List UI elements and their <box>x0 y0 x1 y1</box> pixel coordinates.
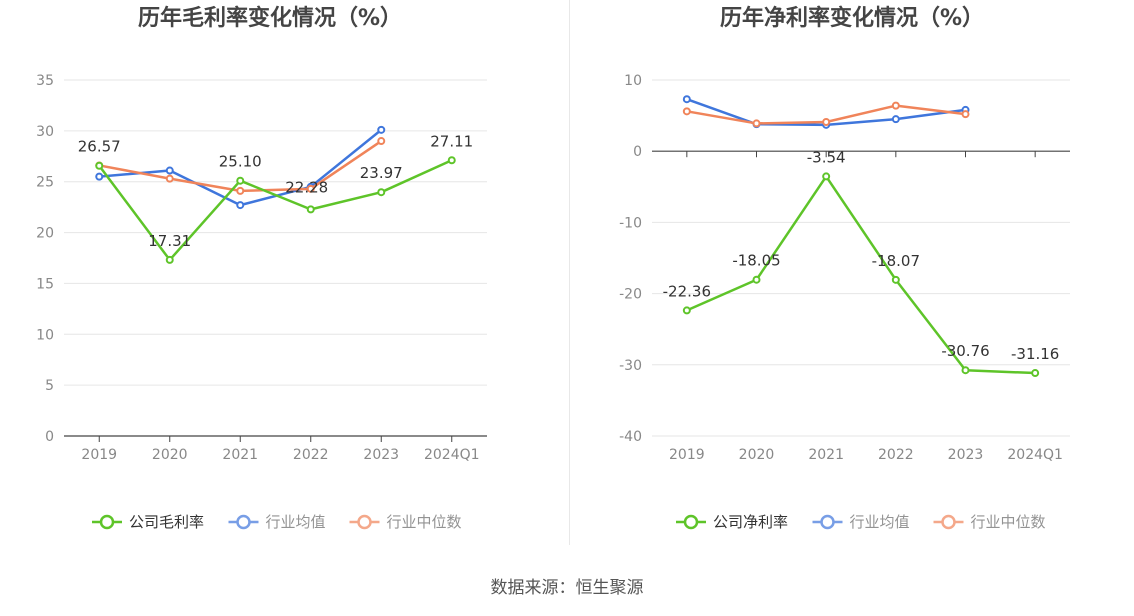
data-label: -22.36 <box>663 282 711 300</box>
data-label: -18.07 <box>872 252 920 270</box>
y-tick-label: -30 <box>619 358 642 374</box>
x-tick-label: 2020 <box>739 447 775 463</box>
y-tick-label: 35 <box>36 73 54 89</box>
data-label: 26.57 <box>78 138 121 156</box>
y-tick-label: -10 <box>619 215 642 231</box>
data-point <box>682 306 691 315</box>
y-tick-label: 10 <box>624 73 642 89</box>
x-tick-label: 2023 <box>948 447 984 463</box>
y-tick-label: 5 <box>45 378 54 394</box>
legend: 公司净利率 行业均值 行业中位数 <box>676 513 1046 531</box>
legend-item: 公司净利率 <box>676 513 788 531</box>
y-tick-label: 10 <box>36 327 54 343</box>
source-note: 数据来源：恒生聚源 <box>490 578 644 598</box>
data-point <box>165 255 174 264</box>
chart-panel-1: 历年毛利率变化情况（%） 0 5 10 15 20 25 30 35 2019 2020 2021 20… <box>36 5 487 531</box>
y-tick-label: 15 <box>36 276 54 292</box>
y-tick-label: 0 <box>45 429 54 445</box>
x-tick-label: 2020 <box>152 447 188 463</box>
data-label: 27.11 <box>430 132 473 150</box>
data-point <box>682 95 691 104</box>
y-tick-label: 0 <box>633 144 642 160</box>
legend-swatch-marker <box>683 514 699 530</box>
data-point <box>377 125 386 134</box>
x-tick-label: 2021 <box>808 447 844 463</box>
data-label: -30.76 <box>941 342 989 360</box>
legend-label: 公司毛利率 <box>129 513 204 531</box>
legend-item: 行业均值 <box>812 513 910 531</box>
data-label: 17.31 <box>148 232 191 250</box>
data-label: -18.05 <box>732 252 780 270</box>
data-point <box>752 119 761 128</box>
legend-label: 行业均值 <box>850 513 910 531</box>
legend-label: 公司净利率 <box>713 513 788 531</box>
x-tick-label: 2019 <box>669 447 705 463</box>
x-tick-label: 2022 <box>293 447 329 463</box>
data-label: 25.10 <box>219 153 262 171</box>
data-point <box>306 184 315 193</box>
data-point <box>961 366 970 375</box>
data-label: -3.54 <box>807 148 846 166</box>
data-label: 22.28 <box>285 178 328 196</box>
legend-item: 公司毛利率 <box>92 513 204 531</box>
y-tick-label: 20 <box>36 226 54 242</box>
data-label: 23.97 <box>360 164 403 182</box>
data-point <box>1031 369 1040 378</box>
legend: 公司毛利率 行业均值 行业中位数 <box>92 513 462 531</box>
legend-label: 行业中位数 <box>971 513 1046 531</box>
x-tick-label: 2021 <box>222 447 258 463</box>
legend-swatch-marker <box>99 514 115 530</box>
x-tick-label: 2022 <box>878 447 914 463</box>
y-tick-label: 30 <box>36 124 54 140</box>
data-point <box>377 188 386 197</box>
data-point <box>961 110 970 119</box>
data-point <box>165 166 174 175</box>
y-tick-label: -20 <box>619 287 642 303</box>
data-point <box>752 275 761 284</box>
legend-swatch-marker <box>820 514 835 530</box>
panel-divider <box>569 0 570 545</box>
data-point <box>891 275 900 284</box>
data-point <box>682 107 691 116</box>
legend-swatch-marker <box>941 514 956 530</box>
y-tick-label: 25 <box>36 175 54 191</box>
x-tick-label: 2024Q1 <box>424 447 480 463</box>
data-label: -31.16 <box>1011 345 1059 363</box>
data-point <box>236 176 245 185</box>
data-point <box>236 186 245 195</box>
x-tick-label: 2023 <box>363 447 399 463</box>
data-point <box>377 137 386 146</box>
chart-title: 历年净利率变化情况（%） <box>720 5 984 31</box>
legend-item: 行业中位数 <box>349 513 462 531</box>
data-point <box>891 115 900 124</box>
legend-swatch-marker <box>236 514 251 530</box>
legend-label: 行业均值 <box>266 513 326 531</box>
data-point <box>822 118 831 127</box>
chart-title: 历年毛利率变化情况（%） <box>138 5 402 31</box>
data-point <box>447 156 456 165</box>
legend-label: 行业中位数 <box>387 513 462 531</box>
x-tick-label: 2019 <box>81 447 117 463</box>
x-tick-label: 2024Q1 <box>1007 447 1063 463</box>
data-point <box>306 205 315 214</box>
legend-item: 行业均值 <box>228 513 326 531</box>
data-point <box>236 201 245 210</box>
data-point <box>95 172 104 181</box>
legend-swatch-marker <box>357 514 372 530</box>
data-point <box>822 172 831 181</box>
data-point <box>165 174 174 183</box>
y-tick-label: -40 <box>619 429 642 445</box>
series-line <box>98 159 453 262</box>
chart-panel-2: 历年净利率变化情况（%） -40 -30 -20 -10 0 10 2019 2020 2021 2… <box>619 5 1070 531</box>
legend-item: 行业中位数 <box>933 513 1046 531</box>
data-point <box>891 101 900 110</box>
data-point <box>95 161 104 170</box>
series-line <box>686 175 1036 375</box>
